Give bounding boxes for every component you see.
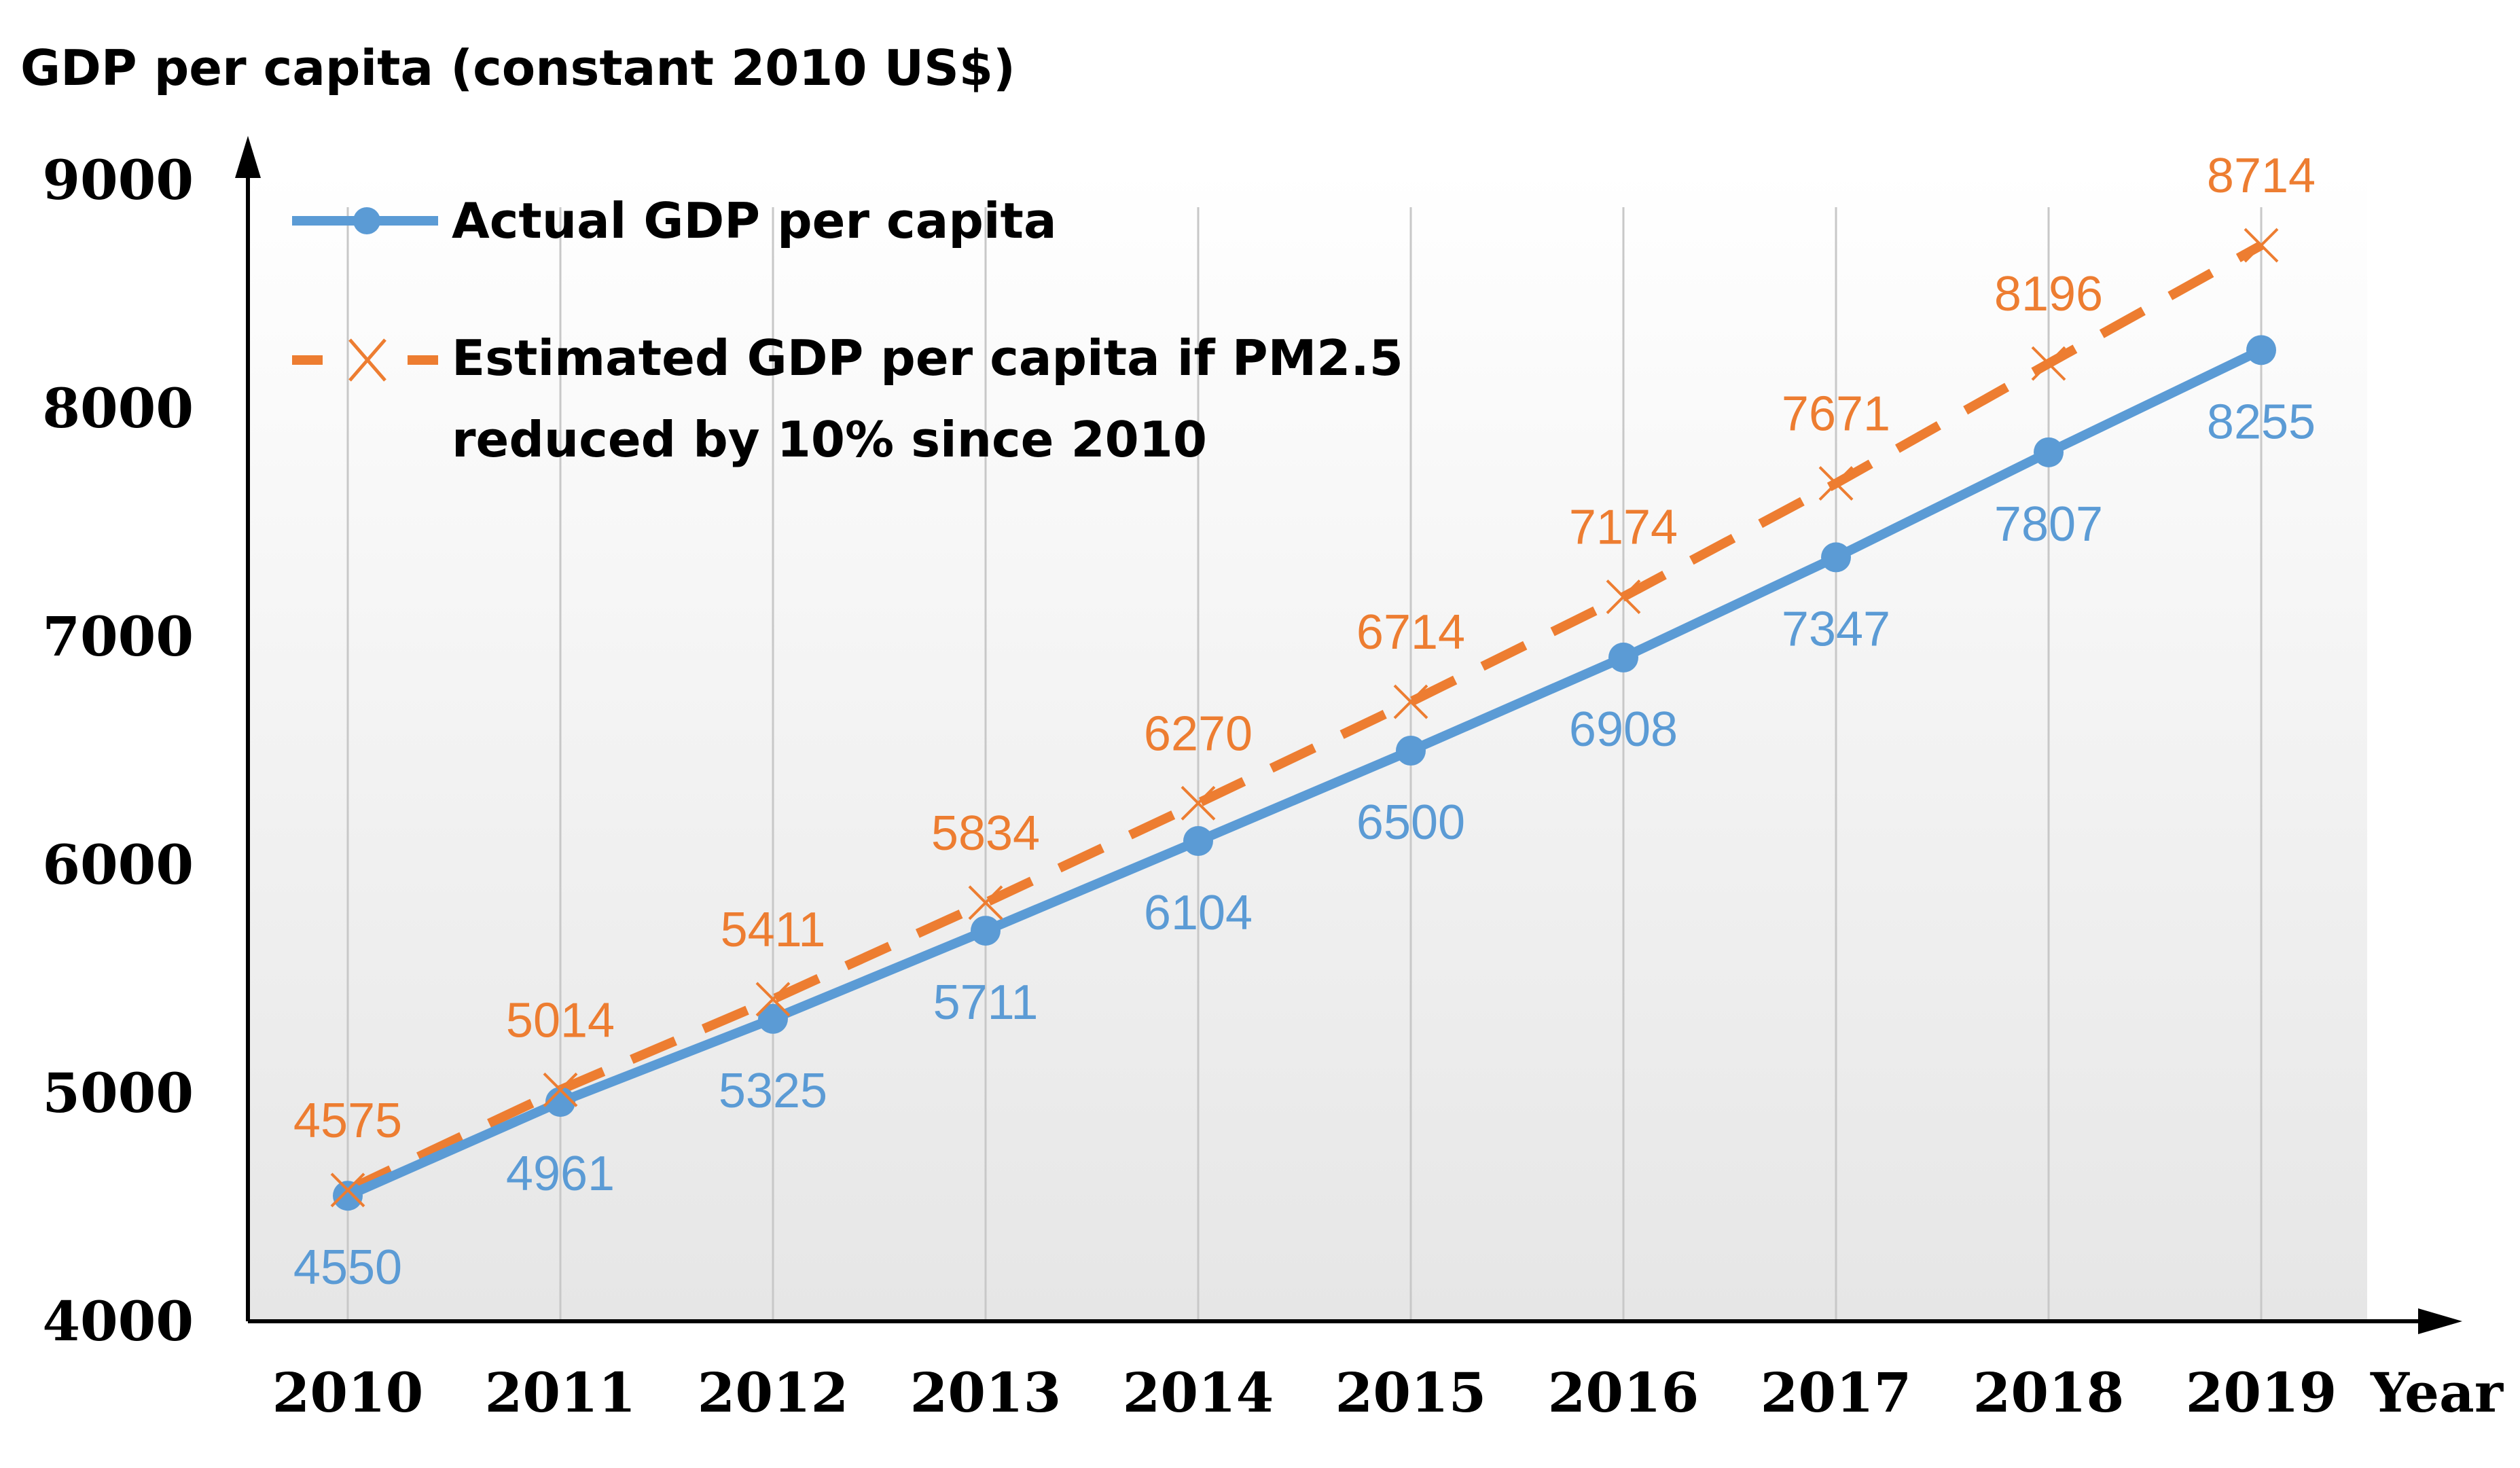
- actual-label-2017: 7347: [1782, 602, 1890, 656]
- y-tick-9000: 9000: [42, 148, 194, 212]
- actual-point-2011: [545, 1087, 575, 1117]
- estimated-point-2019: [2244, 228, 2279, 263]
- actual-label-2013: 5711: [933, 975, 1039, 1030]
- estimated-label-2019: 8714: [2207, 149, 2316, 203]
- data-labels: 4550 4961 5325 5711 6104 6500 6908 7347 7807 8255…: [293, 149, 2316, 1295]
- y-tick-4000: 4000: [42, 1289, 194, 1353]
- estimated-label-2013: 5834: [931, 806, 1040, 861]
- estimated-point-2017: [1818, 466, 1854, 501]
- x-tick-2018: 2018: [1973, 1361, 2125, 1425]
- estimated-label-2016: 7174: [1569, 501, 1678, 555]
- legend-actual-label: Actual GDP per capita: [452, 192, 1057, 249]
- actual-label-2010: 4550: [293, 1240, 402, 1295]
- legend-actual-marker: [353, 207, 380, 234]
- x-tick-2017: 2017: [1761, 1361, 1912, 1425]
- estimated-label-2017: 7671: [1782, 387, 1890, 442]
- y-tick-labels: 4000 5000 6000 7000 8000 9000: [42, 148, 194, 1353]
- estimated-label-2011: 5014: [506, 993, 615, 1048]
- legend-item-estimated: Estimated GDP per capita if PM2.5 reduce…: [292, 329, 1403, 468]
- estimated-label-2012: 5411: [721, 903, 826, 957]
- x-axis-title: Year: [2370, 1361, 2504, 1425]
- y-axis-title: GDP per capita (constant 2010 US$): [20, 39, 1015, 96]
- estimated-label-2010: 4575: [293, 1094, 402, 1148]
- estimated-point-2015: [1393, 684, 1428, 719]
- estimated-point-2012: [755, 982, 791, 1017]
- x-tick-labels: 2010 2011 2012 2013 2014 2015 2016 2017 2018 2019: [272, 1361, 2337, 1425]
- legend-item-actual: Actual GDP per capita: [292, 192, 1057, 249]
- estimated-point-2010: [330, 1172, 365, 1208]
- actual-label-2018: 7807: [1994, 497, 2103, 552]
- actual-point-2019: [2246, 335, 2276, 365]
- legend: Actual GDP per capita Estimated GDP per …: [292, 192, 1403, 468]
- legend-estimated-label-line-2: reduced by 10% since 2010: [452, 411, 1207, 468]
- estimated-point-2014: [1181, 785, 1216, 821]
- x-tick-2015: 2015: [1335, 1361, 1487, 1425]
- actual-point-2017: [1821, 542, 1851, 573]
- x-tick-2011: 2011: [485, 1361, 636, 1425]
- series-layer: [330, 228, 2279, 1211]
- x-tick-2010: 2010: [272, 1361, 424, 1425]
- actual-label-2011: 4961: [506, 1147, 615, 1201]
- actual-point-2015: [1396, 736, 1426, 766]
- x-tick-2019: 2019: [2186, 1361, 2337, 1425]
- series-estimated-line: [346, 240, 2264, 1195]
- actual-label-2019: 8255: [2207, 395, 2316, 449]
- y-tick-6000: 6000: [42, 833, 194, 897]
- actual-point-2016: [1608, 642, 1638, 673]
- actual-label-2014: 6104: [1144, 886, 1253, 940]
- y-tick-8000: 8000: [42, 376, 194, 440]
- legend-estimated-label-line-1: Estimated GDP per capita if PM2.5: [452, 329, 1403, 387]
- actual-label-2012: 5325: [719, 1064, 827, 1118]
- actual-point-2018: [2034, 437, 2064, 467]
- actual-point-2012: [758, 1003, 788, 1034]
- estimated-label-2018: 8196: [1994, 267, 2103, 321]
- estimated-label-2015: 6714: [1356, 605, 1465, 660]
- y-axis-arrow: [235, 136, 261, 178]
- actual-point-2010: [333, 1181, 363, 1211]
- y-tick-7000: 7000: [42, 605, 194, 668]
- x-tick-2016: 2016: [1548, 1361, 1699, 1425]
- estimated-point-2018: [2031, 346, 2066, 381]
- x-tick-2014: 2014: [1123, 1361, 1274, 1425]
- actual-point-2013: [971, 916, 1001, 946]
- estimated-point-2011: [543, 1072, 578, 1107]
- actual-point-2014: [1183, 826, 1213, 857]
- x-axis-arrow: [2418, 1308, 2462, 1334]
- actual-label-2015: 6500: [1356, 795, 1465, 850]
- plot-background: [248, 170, 2367, 1321]
- x-tick-2012: 2012: [698, 1361, 849, 1425]
- estimated-label-2014: 6270: [1144, 706, 1253, 761]
- series-actual-line: [346, 346, 2264, 1200]
- actual-label-2016: 6908: [1569, 702, 1678, 757]
- estimated-point-2016: [1606, 579, 1641, 614]
- legend-estimated-marker: [348, 338, 386, 382]
- x-tick-2013: 2013: [910, 1361, 1062, 1425]
- estimated-point-2013: [968, 885, 1003, 920]
- y-tick-5000: 5000: [42, 1061, 194, 1125]
